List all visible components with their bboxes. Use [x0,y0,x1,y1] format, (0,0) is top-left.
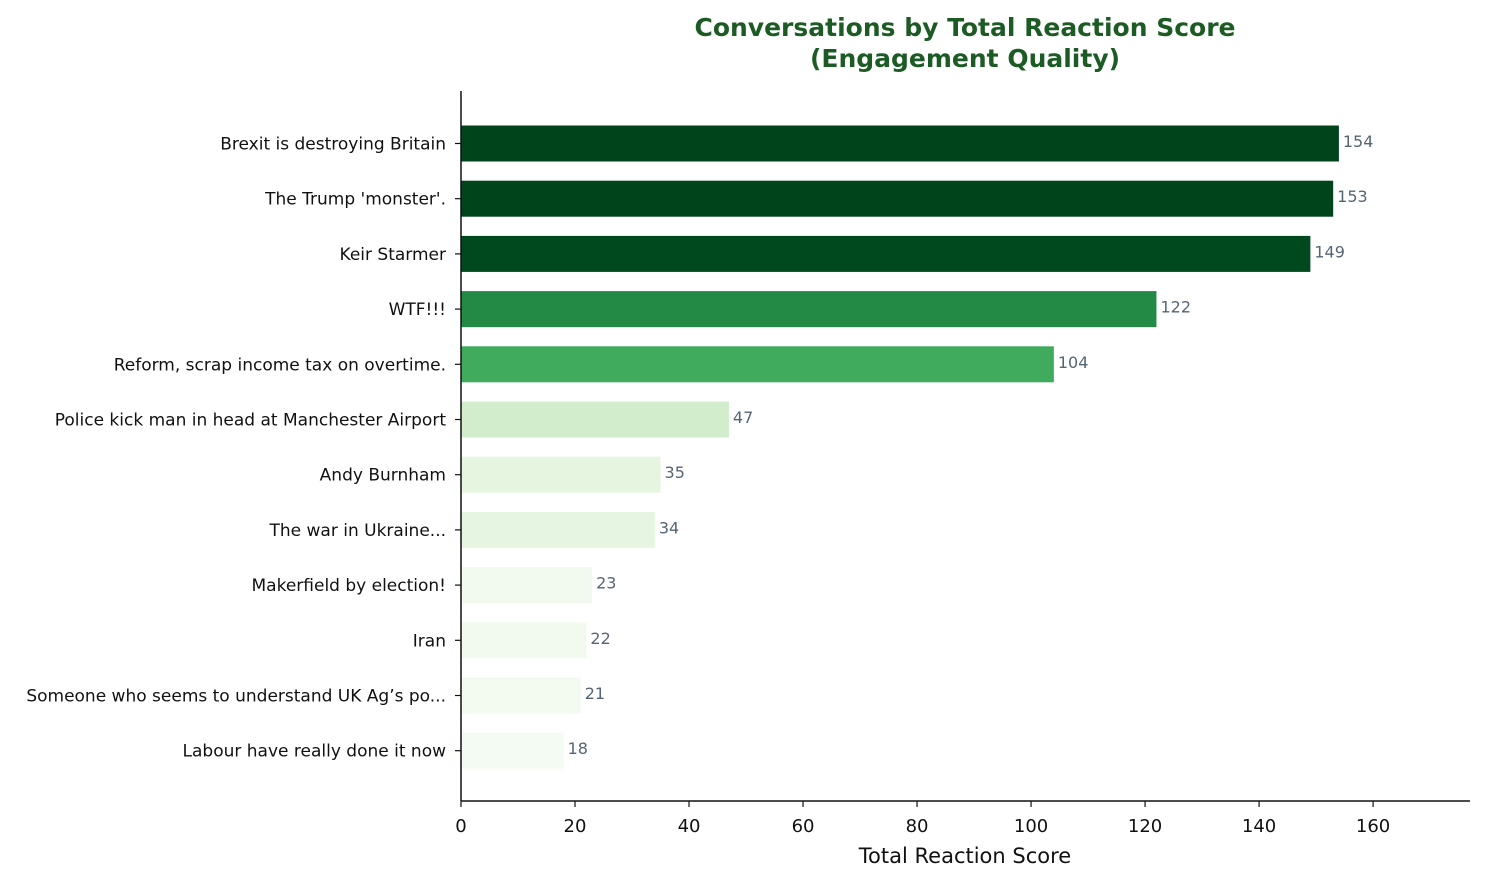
chart-title-line-1: Conversations by Total Reaction Score [694,13,1235,42]
category-label: The war in Ukraine... [269,521,447,541]
bar [461,180,1334,217]
x-tick-label: 80 [906,816,929,837]
category-label: Andy Burnham [320,466,446,486]
bar [461,732,564,769]
value-label: 122 [1160,298,1191,317]
bar [461,291,1157,328]
bar [461,677,581,714]
category-label: Police kick man in head at Manchester Ai… [55,411,447,431]
value-label: 18 [568,739,588,758]
category-label: WTF!!! [389,300,446,320]
category-label: The Trump 'monster'. [264,190,446,210]
x-axis-title: Total Reaction Score [858,844,1071,868]
value-label: 104 [1058,353,1089,372]
value-label: 154 [1343,132,1374,151]
value-label: 149 [1314,242,1345,261]
bar [461,511,655,548]
category-label: Keir Starmer [340,245,446,265]
bar [461,125,1339,162]
bar [461,456,661,493]
value-label: 35 [665,463,685,482]
category-label: Someone who seems to understand UK Ag’s … [26,687,446,707]
x-tick-label: 40 [678,816,701,837]
x-tick-label: 0 [455,816,466,837]
bar [461,567,593,604]
bar [461,401,729,438]
category-label: Makerfield by election! [252,576,446,596]
value-label: 153 [1337,187,1368,206]
bar [461,622,587,659]
category-label: Reform, scrap income tax on overtime. [114,355,446,375]
category-label: Brexit is destroying Britain [220,135,446,155]
value-label: 22 [590,629,610,648]
x-tick-label: 120 [1128,816,1162,837]
bar [461,346,1054,383]
category-label: Iran [413,631,446,651]
category-label: Labour have really done it now [183,742,447,762]
bars-layer: 154 153 149 122 104 47 35 34 23 22 21 18 [461,125,1374,769]
x-tick-label: 140 [1242,816,1276,837]
x-tick-label: 100 [1014,816,1048,837]
value-label: 21 [585,684,605,703]
value-label: 47 [733,408,753,427]
x-tick-label: 160 [1356,816,1390,837]
x-tick-label: 20 [564,816,587,837]
value-label: 34 [659,518,679,537]
chart-title-line-2: (Engagement Quality) [810,44,1120,73]
bar [461,235,1311,272]
chart-title: Conversations by Total Reaction Score (E… [694,13,1235,73]
x-tick-label: 60 [792,816,815,837]
value-label: 23 [596,574,616,593]
axes-layer: Brexit is destroying Britain The Trump 'm… [26,91,1470,837]
